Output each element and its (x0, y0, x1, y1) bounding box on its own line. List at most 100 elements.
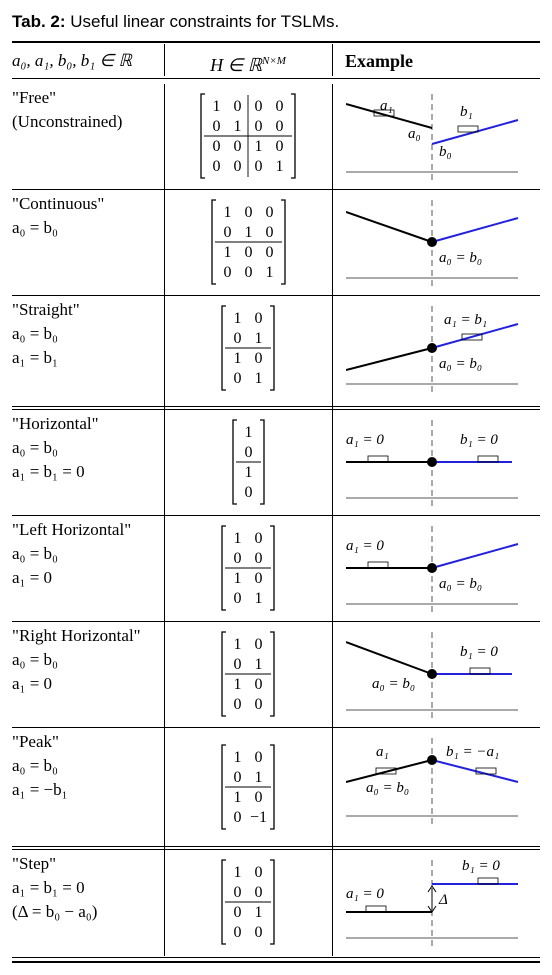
matrix-entry: 1 (234, 676, 242, 693)
matrix-right-bracket (259, 419, 265, 505)
constraint-cell: "Peak" a₀ = b₀ a₁ = −b₁ (12, 730, 162, 802)
constraint-equation: a₀ = b₀ (12, 650, 58, 669)
matrix-entry: 1 (213, 98, 221, 115)
bottom-rule (12, 961, 540, 963)
sketch-label: a₀ = b₀ (439, 356, 482, 372)
matrix-entry: 0 (234, 696, 242, 713)
slope-marker (367, 561, 389, 569)
matrix-entry: 0 (223, 264, 231, 281)
matrix-left-bracket (231, 419, 237, 505)
sketch-label: a₀ (408, 126, 421, 142)
matrix-H: 1 00 00 10 0 (221, 859, 275, 945)
left-segment (346, 759, 433, 783)
constraint-name: "Straight" (12, 300, 80, 319)
column-divider (164, 84, 165, 956)
sketch-label: a₁ = 0 (346, 886, 384, 902)
constraint-name: "Free" (12, 88, 57, 107)
matrix-entry: 0 (244, 264, 252, 281)
matrix-right-bracket (291, 93, 296, 179)
matrix-entry: 0 (265, 244, 273, 261)
matrix-entry: 0 (244, 204, 252, 221)
left-segment (346, 211, 433, 243)
sketch-label: a₁ = 0 (346, 538, 384, 554)
matrix-entry: 0 (255, 884, 263, 901)
matrix-entry: 0 (234, 158, 242, 175)
constraint-cell: "Horizontal" a₀ = b₀ a₁ = b₁ = 0 (12, 412, 162, 484)
left-segment (346, 641, 433, 675)
column-divider (332, 84, 333, 956)
matrix-entry: 0 (276, 118, 284, 135)
matrix-left-bracket (221, 631, 226, 717)
matrix-entry: 0 (244, 244, 252, 261)
breakpoint-dot (427, 457, 437, 467)
constraint-name: "Continuous" (12, 194, 105, 213)
example-sketch: b₁ = 0 a₁ = 0 Δ (346, 860, 518, 950)
sketch-label: a₁ (376, 744, 389, 760)
matrix-entry: 0 (234, 370, 242, 387)
example-sketch: a₁ b₁ = −a₁ a₀ = b₀ (346, 738, 519, 828)
example-sketch: a₁ a₀ b₁ b₀ (346, 94, 519, 184)
matrix-entry: 1 (234, 350, 242, 367)
matrix-right-bracket (270, 744, 275, 830)
double-rule (12, 406, 540, 407)
row-rule (12, 621, 540, 622)
header-matrix: H ∈ ℝN×M (166, 44, 330, 78)
row-rule (12, 409, 540, 410)
matrix-entry: 1 (234, 749, 242, 766)
matrix-entry: 0 (234, 904, 242, 921)
sketch-label: a₀ = b₀ (366, 780, 409, 796)
matrix-entry: 0 (234, 590, 242, 607)
constraint-equation: a₀ = b₀ (12, 756, 58, 775)
matrix-entry: 0 (255, 789, 263, 806)
breakpoint-dot (427, 755, 437, 765)
matrix-entry: 1 (234, 864, 242, 881)
breakpoint-dot (427, 669, 437, 679)
matrix-entry: 0 (255, 98, 263, 115)
right-segment (431, 323, 519, 349)
constraint-name: "Left Horizontal" (12, 520, 132, 539)
sketch-label: b₁ = −a₁ (446, 744, 499, 760)
matrix-left-bracket (210, 199, 216, 285)
sketch-label: b₀ (439, 144, 452, 160)
breakpoint-dot (427, 343, 437, 353)
matrix-entry: 1 (265, 264, 273, 281)
constraint-name: "Step" (12, 854, 57, 873)
matrix-right-bracket (270, 631, 275, 717)
header-matrix-sup: N×M (262, 55, 286, 67)
matrix-left-bracket (200, 93, 205, 179)
matrix-entry: 0 (255, 924, 263, 941)
matrix-entry: 0 (255, 550, 263, 567)
slope-marker (365, 905, 387, 913)
column-divider (332, 44, 333, 76)
matrix-entry: 1 (234, 310, 242, 327)
matrix-entry: 0 (223, 224, 231, 241)
matrix-right-bracket (270, 305, 275, 391)
slope-marker (461, 333, 483, 341)
constraint-equation: a₁ = 0 (12, 674, 53, 693)
matrix-entry: 0 (213, 118, 221, 135)
right-segment (431, 217, 519, 243)
matrix-entry: 0 (234, 98, 242, 115)
sketch-label: b₁ (460, 104, 473, 120)
sketch-label: a₁ (380, 98, 393, 114)
constraint-equation: a₀ = b₀ (12, 544, 58, 563)
constraint-equation: a₁ = b₁ = 0 (12, 462, 85, 481)
matrix-entry: 0 (234, 924, 242, 941)
slope-marker (477, 877, 499, 885)
constraint-equation: a₁ = b₁ = 0 (12, 878, 85, 897)
matrix-entry: 0 (255, 676, 263, 693)
constraint-name: "Right Horizontal" (12, 626, 141, 645)
constraint-equation: (Unconstrained) (12, 112, 123, 131)
matrix-entry: 0 (234, 809, 242, 826)
table-caption: Tab. 2: Useful linear constraints for TS… (12, 8, 542, 36)
row-rule (12, 849, 540, 850)
matrix-left-bracket (221, 305, 226, 391)
matrix-H: 1 0 00 1 01 0 00 0 1 (210, 199, 286, 285)
constraint-cell: "Step" a₁ = b₁ = 0 (Δ = b₀ − a₀) (12, 852, 162, 924)
matrix-left-bracket (221, 744, 226, 830)
header-example: Example (345, 51, 414, 71)
example-sketch: a₁ = b₁ a₀ = b₀ (346, 306, 519, 396)
matrix-entry: 1 (255, 138, 263, 155)
matrix-entry: 0 (244, 444, 252, 461)
matrix-entry: 0 (276, 138, 284, 155)
